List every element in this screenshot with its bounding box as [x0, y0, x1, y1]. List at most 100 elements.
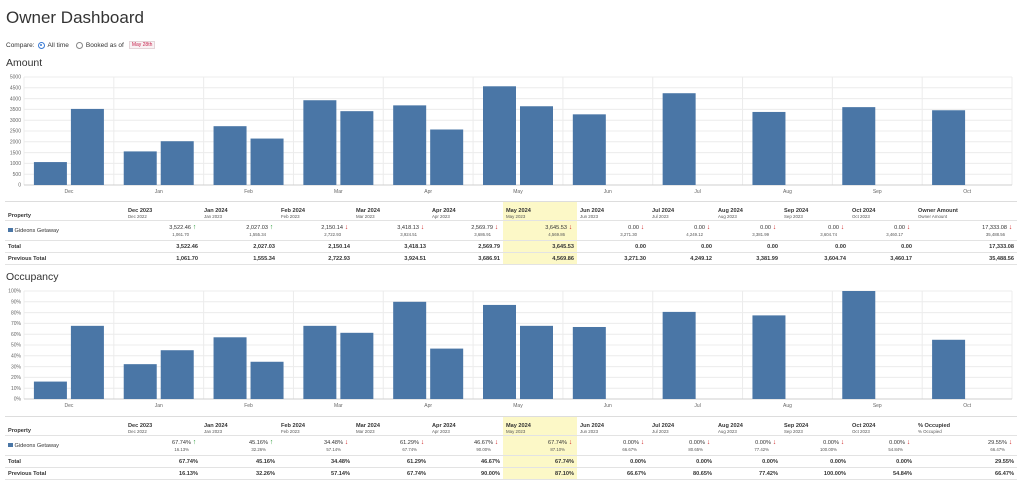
amount-bar-previous-apr[interactable]: [393, 105, 427, 185]
booked-as-of-label[interactable]: Booked as of: [85, 41, 124, 49]
column-compare-month: Feb 2023: [281, 429, 300, 434]
value-cell: 61.29% ↓ 67.74%: [353, 435, 429, 456]
occupancy-bar-previous-apr[interactable]: [393, 301, 427, 399]
column-header[interactable]: Oct 2024 Oct 2023: [849, 201, 915, 221]
column-header[interactable]: May 2024 May 2023: [503, 416, 577, 436]
amount-bar-previous-oct[interactable]: [932, 110, 966, 185]
page-title: Owner Dashboard: [6, 8, 144, 27]
value-cell: 0.00% ↓ 77.42%: [715, 435, 781, 456]
occupancy-y-tick-label: 20%: [11, 375, 22, 381]
amount-bar-previous-jan[interactable]: [123, 151, 157, 185]
amount-bar-previous-mar[interactable]: [303, 100, 337, 185]
occupancy-bar-current-jan[interactable]: [160, 350, 194, 399]
column-header[interactable]: Owner Amount Owner Amount: [915, 201, 1017, 221]
amount-bar-previous-feb[interactable]: [213, 126, 247, 185]
arrow-up-icon: ↑: [192, 438, 197, 446]
column-header[interactable]: Jul 2024 Jul 2023: [649, 201, 715, 221]
value-cell: 67.74% ↑ 16.13%: [125, 435, 201, 456]
amount-bar-current-may[interactable]: [520, 106, 553, 185]
occupancy-bar-current-apr[interactable]: [430, 348, 464, 399]
occupancy-bar-previous-sep[interactable]: [842, 291, 876, 399]
occupancy-bar-previous-jul[interactable]: [662, 311, 696, 399]
column-header[interactable]: Aug 2024 Aug 2023: [715, 201, 781, 221]
total-row-value: 67.74%: [125, 455, 201, 468]
occupancy-bar-current-may[interactable]: [520, 325, 553, 399]
amount-bar-previous-dec[interactable]: [33, 162, 67, 185]
current-value: 34.48%: [324, 439, 343, 446]
column-header[interactable]: Apr 2024 Apr 2023: [429, 201, 503, 221]
amount-bar-current-jan[interactable]: [160, 141, 194, 185]
value-cell: 67.74% ↓ 87.10%: [503, 435, 577, 456]
amount-bar-current-feb[interactable]: [250, 138, 284, 185]
column-header[interactable]: Dec 2023 Dec 2022: [125, 416, 201, 436]
occupancy-bar-previous-jan[interactable]: [123, 364, 157, 399]
column-header[interactable]: Sep 2024 Sep 2023: [781, 201, 849, 221]
current-value: 0.00: [894, 224, 905, 231]
column-header[interactable]: Mar 2024 Mar 2023: [353, 416, 429, 436]
column-compare-month: Aug 2023: [718, 429, 737, 434]
amount-bar-previous-jun[interactable]: [572, 114, 606, 185]
column-header[interactable]: % Occupied% Occupied: [915, 416, 1017, 436]
booked-date-badge[interactable]: May 28th: [128, 41, 156, 49]
value-cell: 34.48% ↓ 57.14%: [278, 435, 353, 456]
column-header[interactable]: Sep 2024 Sep 2023: [781, 416, 849, 436]
occupancy-bar-previous-feb[interactable]: [213, 337, 247, 399]
total-row-value: 0.00: [781, 240, 849, 253]
column-header[interactable]: Feb 2024 Feb 2023: [278, 416, 353, 436]
amount-bar-previous-jul[interactable]: [662, 93, 696, 185]
amount-bar-current-apr[interactable]: [430, 129, 464, 185]
current-value: 0.00: [694, 224, 705, 231]
column-header[interactable]: Jun 2024 Jun 2023: [577, 201, 649, 221]
occupancy-bar-previous-may[interactable]: [483, 304, 516, 399]
previous-value: 57.14%: [326, 446, 341, 452]
column-header[interactable]: Jan 2024 Jan 2023: [201, 201, 278, 221]
arrow-up-icon: ↑: [269, 438, 274, 446]
column-header[interactable]: May 2024 May 2023: [503, 201, 577, 221]
previous-value: 35,488.56: [985, 231, 1005, 237]
column-header[interactable]: Aug 2024 Aug 2023: [715, 416, 781, 436]
total-row-value: 0.00%: [849, 455, 915, 468]
column-header[interactable]: Mar 2024 Mar 2023: [353, 201, 429, 221]
property-cell[interactable]: Gideons Getaway: [5, 435, 125, 456]
property-cell[interactable]: Gideons Getaway: [5, 220, 125, 241]
previous-total-row-value: 35,488.56: [915, 252, 1017, 265]
column-header[interactable]: Jan 2024 Jan 2023: [201, 416, 278, 436]
occupancy-bar-previous-dec[interactable]: [33, 381, 67, 399]
previous-total-row-value: 57.14%: [278, 467, 353, 480]
amount-bar-previous-sep[interactable]: [842, 107, 876, 185]
occupancy-bar-current-dec[interactable]: [70, 325, 104, 399]
column-header[interactable]: Jul 2024 Jul 2023: [649, 416, 715, 436]
total-row-value: 34.48%: [278, 455, 353, 468]
arrow-down-icon: ↓: [772, 223, 777, 231]
arrow-down-icon: ↓: [706, 223, 711, 231]
property-name[interactable]: Gideons Getaway: [14, 227, 59, 234]
amount-bar-current-mar[interactable]: [340, 111, 374, 185]
property-name[interactable]: Gideons Getaway: [14, 442, 59, 449]
occupancy-bar-current-feb[interactable]: [250, 361, 284, 399]
occupancy-bar-previous-aug[interactable]: [752, 315, 786, 399]
column-header[interactable]: Jun 2024 Jun 2023: [577, 416, 649, 436]
arrow-down-icon: ↓: [772, 438, 777, 446]
booked-as-of-radio[interactable]: [75, 41, 83, 49]
occupancy-x-tick-label: Aug: [783, 403, 792, 409]
value-cell: 3,418.13 ↓ 3,924.51: [353, 220, 429, 241]
occupancy-bar-previous-oct[interactable]: [932, 339, 966, 399]
occupancy-bar-previous-mar[interactable]: [303, 325, 337, 399]
column-compare-month: May 2023: [506, 429, 526, 434]
occupancy-bar-current-mar[interactable]: [340, 332, 374, 399]
property-header: Property: [8, 213, 32, 219]
column-header[interactable]: Apr 2024 Apr 2023: [429, 416, 503, 436]
total-row-value: 45.16%: [201, 455, 278, 468]
arrow-up-icon: ↑: [269, 223, 274, 231]
occupancy-bar-previous-jun[interactable]: [572, 326, 606, 399]
amount-bar-previous-may[interactable]: [483, 86, 516, 185]
amount-bar-current-dec[interactable]: [70, 108, 104, 185]
column-header[interactable]: Oct 2024 Oct 2023: [849, 416, 915, 436]
column-month: Oct 2024: [852, 423, 876, 429]
all-time-label[interactable]: All time: [47, 41, 69, 49]
all-time-radio[interactable]: [37, 41, 45, 49]
column-header[interactable]: Feb 2024 Feb 2023: [278, 201, 353, 221]
previous-value: 3,381.99: [752, 231, 769, 237]
amount-bar-previous-aug[interactable]: [752, 111, 786, 185]
column-header[interactable]: Dec 2023 Dec 2022: [125, 201, 201, 221]
